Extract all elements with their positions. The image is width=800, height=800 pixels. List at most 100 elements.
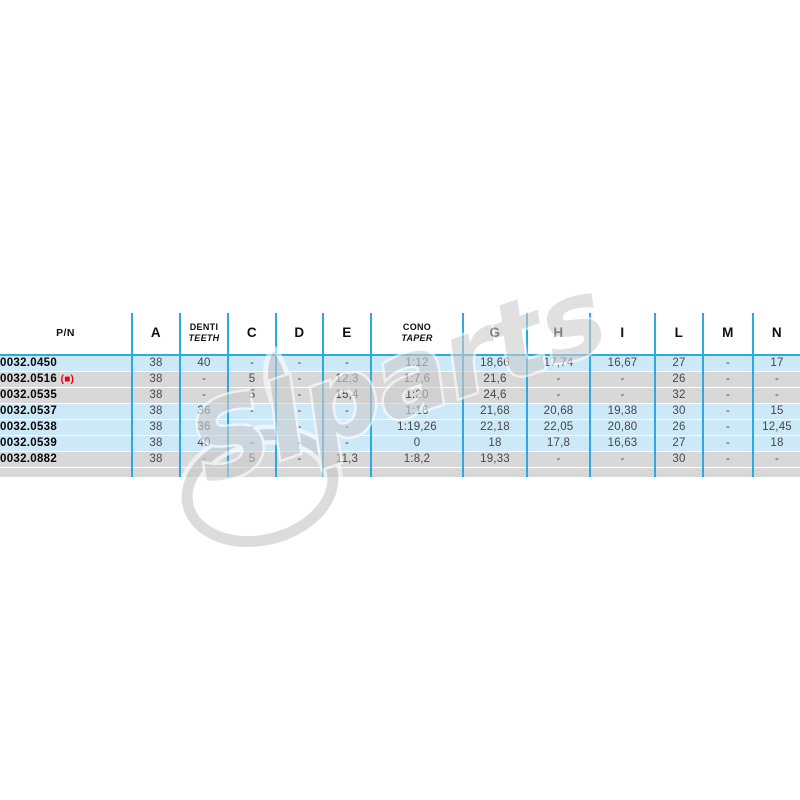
value-cell: 30: [655, 402, 704, 419]
value-cell: -: [228, 402, 277, 419]
value-cell: -: [753, 450, 800, 467]
value-cell: 17,8: [527, 434, 591, 451]
value-cell: 26: [655, 370, 704, 387]
part-number-cell: 0032.0537: [0, 402, 133, 419]
value-cell: -: [323, 434, 372, 451]
value-cell: -: [703, 386, 754, 403]
value-cell: 38: [132, 386, 181, 403]
column-header-h: H: [527, 313, 591, 356]
value-cell: 40: [180, 434, 229, 451]
value-cell: 38: [132, 450, 181, 467]
value-cell: 20,68: [527, 402, 591, 419]
value-cell: -: [276, 418, 324, 435]
value-cell: 24,6: [463, 386, 528, 403]
value-cell: -: [276, 370, 324, 387]
value-cell: -: [703, 370, 754, 387]
value-cell: 15: [753, 402, 800, 419]
value-cell: -: [590, 386, 656, 403]
table-row: 0032.0537 38 36- - -1:16 21,68 20,68 19,38 30-15: [0, 402, 800, 419]
value-cell: 27: [655, 434, 704, 451]
value-cell: -: [323, 418, 372, 435]
value-cell: 38: [132, 418, 181, 435]
value-cell: 30: [655, 450, 704, 467]
value-cell: -: [228, 418, 277, 435]
value-cell: 17,74: [527, 355, 591, 371]
strip-cell: [180, 466, 229, 477]
value-cell: 15,4: [323, 386, 372, 403]
column-header-cono: CONO TAPER: [371, 313, 464, 356]
value-cell: -: [590, 450, 656, 467]
part-number-cell: 0032.0882: [0, 450, 133, 467]
value-cell: 16,63: [590, 434, 656, 451]
strip-cell: [590, 466, 656, 477]
value-cell: -: [276, 386, 324, 403]
value-cell: -: [527, 450, 591, 467]
value-cell: 19,33: [463, 450, 528, 467]
value-cell: -: [276, 450, 324, 467]
value-cell: 32: [655, 386, 704, 403]
value-cell: 1:19,26: [371, 418, 464, 435]
value-cell: -: [323, 402, 372, 419]
column-header-pn: P/N: [0, 313, 133, 356]
value-cell: 21,68: [463, 402, 528, 419]
column-header-l: L: [655, 313, 704, 356]
value-cell: 26: [655, 418, 704, 435]
table-row: 0032.0882 38-5-11,3 1:8,2 19,33- -30- -: [0, 450, 800, 467]
table-row: 0032.0450 38 40- - -1:12 18,66 17,74 16,67 27-17: [0, 355, 800, 371]
value-cell: 38: [132, 370, 181, 387]
value-cell: -: [703, 450, 754, 467]
value-cell: -: [228, 434, 277, 451]
value-cell: 1:12: [371, 355, 464, 371]
column-header-g: G: [463, 313, 528, 356]
part-number-cell: 0032.0516 (■): [0, 370, 133, 387]
value-cell: 22,18: [463, 418, 528, 435]
value-cell: -: [276, 355, 324, 371]
value-cell: -: [180, 450, 229, 467]
part-number-cell: 0032.0538: [0, 418, 133, 435]
parts-table: P/N A DENTI TEETH C D E CONO TAPER G H I L…: [0, 313, 800, 477]
table-row: 0032.0535 38-5-15,4 1:20 24,6- -32- -: [0, 386, 800, 403]
value-cell: 38: [132, 434, 181, 451]
strip-cell: [463, 466, 528, 477]
value-cell: -: [753, 370, 800, 387]
column-header-a: A: [132, 313, 181, 356]
table-header: P/N A DENTI TEETH C D E CONO TAPER G H I L…: [0, 313, 800, 356]
value-cell: -: [703, 355, 754, 371]
value-cell: 19,38: [590, 402, 656, 419]
strip-cell: [228, 466, 277, 477]
strip-cell: [323, 466, 372, 477]
red-flag: (■): [60, 374, 75, 385]
value-cell: 5: [228, 450, 277, 467]
value-cell: -: [703, 402, 754, 419]
value-cell: 22,05: [527, 418, 591, 435]
value-cell: 0: [371, 434, 464, 451]
value-cell: -: [527, 386, 591, 403]
part-number-cell: 0032.0450: [0, 355, 133, 371]
column-header-c: C: [228, 313, 277, 356]
value-cell: 36: [180, 418, 229, 435]
strip-cell: [276, 466, 324, 477]
column-header-i: I: [590, 313, 656, 356]
strip-cell: [753, 466, 800, 477]
value-cell: 5: [228, 386, 277, 403]
value-cell: 12,45: [753, 418, 800, 435]
value-cell: -: [703, 434, 754, 451]
value-cell: 11,3: [323, 450, 372, 467]
value-cell: -: [527, 370, 591, 387]
strip-cell: [527, 466, 591, 477]
value-cell: -: [180, 370, 229, 387]
value-cell: 40: [180, 355, 229, 371]
value-cell: -: [753, 386, 800, 403]
value-cell: 36: [180, 402, 229, 419]
value-cell: 38: [132, 402, 181, 419]
footer-strip: [0, 466, 800, 477]
table-body: 0032.0450 38 40- - -1:12 18,66 17,74 16,67 27-17…: [0, 355, 800, 477]
value-cell: 1:7,6: [371, 370, 464, 387]
part-number-cell: 0032.0539: [0, 434, 133, 451]
value-cell: 18: [753, 434, 800, 451]
strip-cell: [132, 466, 181, 477]
column-header-e: E: [323, 313, 372, 356]
value-cell: -: [228, 355, 277, 371]
value-cell: 12,3: [323, 370, 372, 387]
